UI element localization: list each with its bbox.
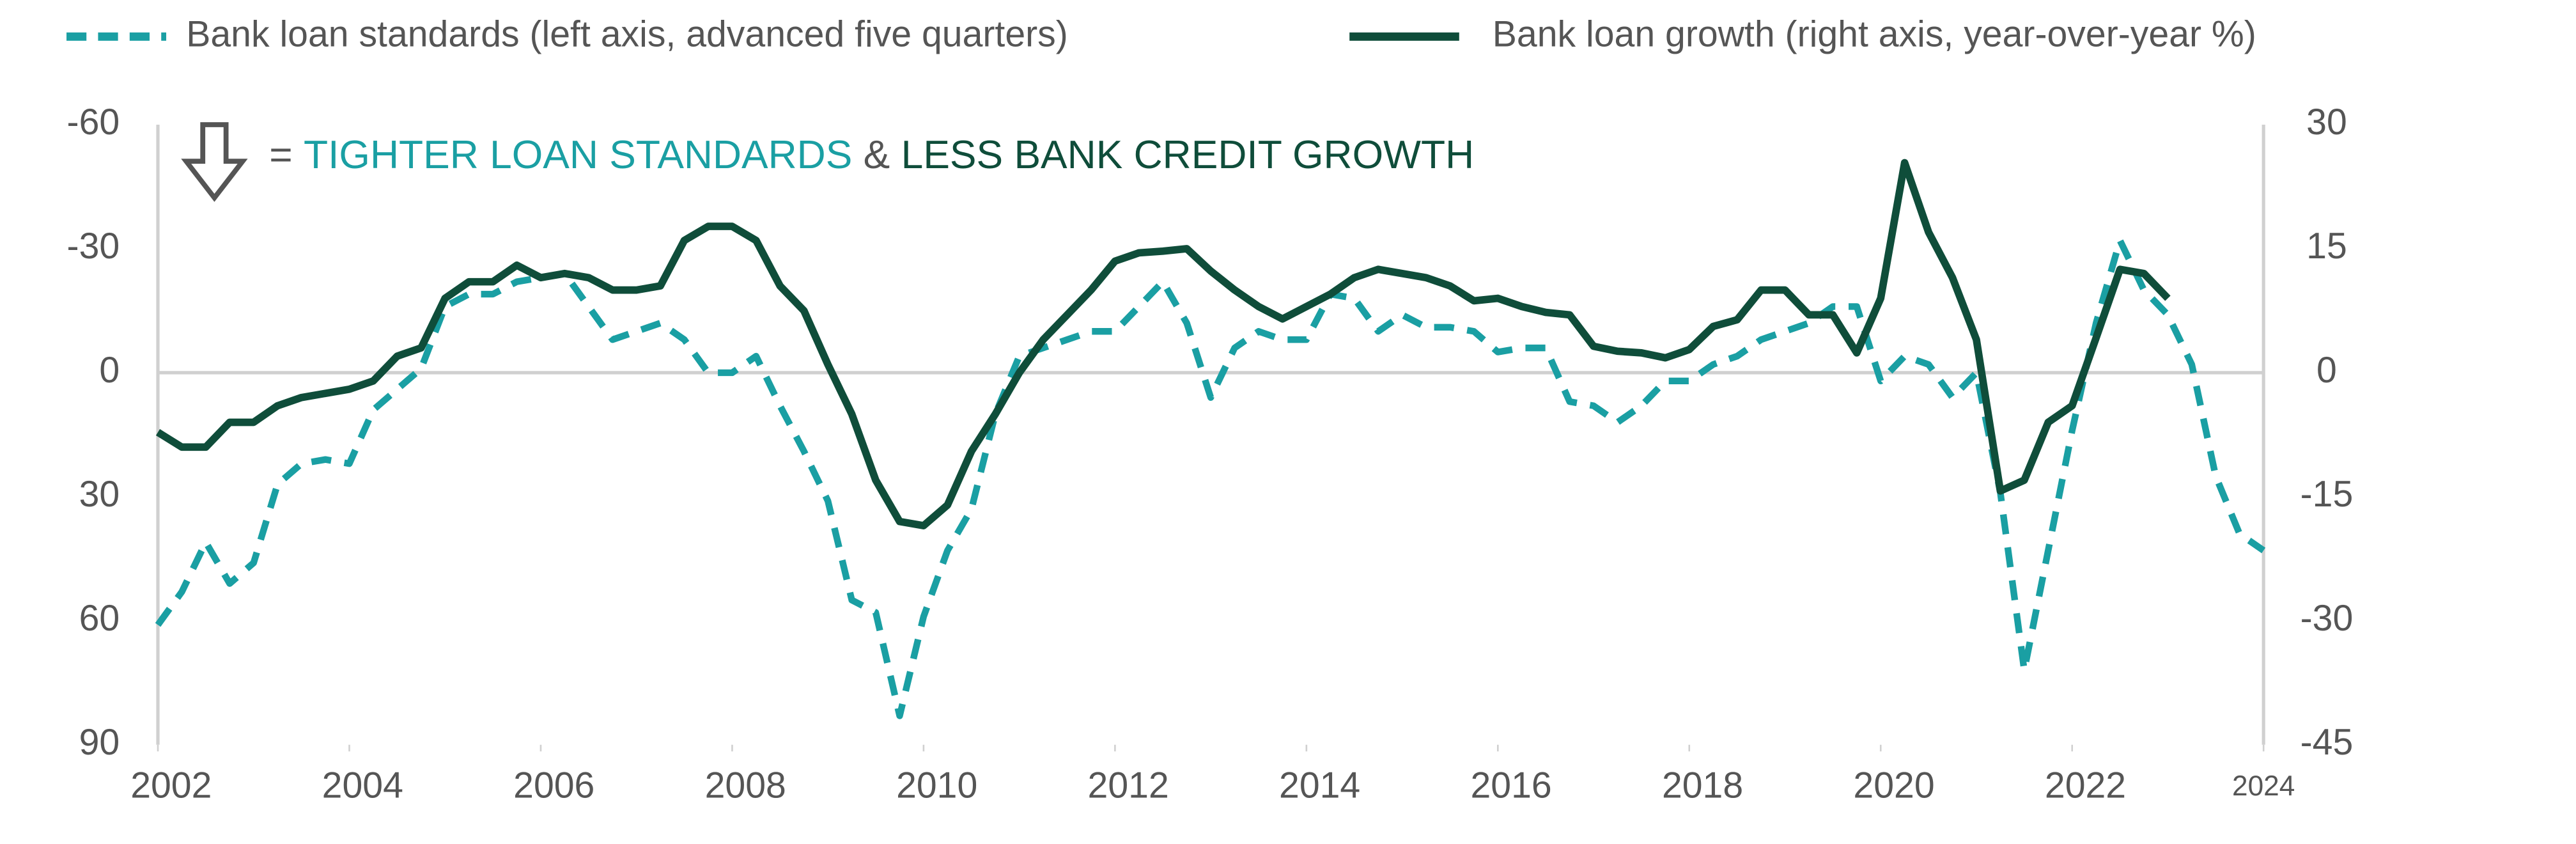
x-tick-label: 2014 bbox=[1279, 765, 1360, 806]
y-tick-label: 90 bbox=[79, 722, 120, 763]
annotation-equals: = bbox=[269, 133, 292, 177]
y-tick-label: 30 bbox=[79, 474, 120, 515]
x-tick-label: 2004 bbox=[322, 765, 403, 806]
y2-tick-label: 0 bbox=[2316, 350, 2337, 391]
series-line bbox=[155, 159, 2171, 529]
legend-label: Bank loan standards (left axis, advanced… bbox=[186, 13, 1068, 54]
x-tick-label: 2016 bbox=[1470, 765, 1551, 806]
y2-tick-label: -15 bbox=[2301, 474, 2354, 515]
x-tick-label: 2012 bbox=[1088, 765, 1169, 806]
x-tick-label: 2008 bbox=[705, 765, 786, 806]
y-tick-label: 60 bbox=[79, 598, 120, 639]
x-tick-label: 2024 bbox=[2232, 770, 2295, 802]
x-tick-label: 2010 bbox=[896, 765, 977, 806]
x-tick-label: 2018 bbox=[1662, 765, 1743, 806]
x-tick-label: 2002 bbox=[130, 765, 212, 806]
x-tick-label: 2020 bbox=[1853, 765, 1934, 806]
y2-tick-label: -30 bbox=[2301, 598, 2354, 639]
annotation-arrow bbox=[181, 122, 248, 202]
y-tick-label: 0 bbox=[99, 350, 120, 391]
annotation-growth: LESS BANK CREDIT GROWTH bbox=[901, 133, 1475, 177]
legend-label: Bank loan growth (right axis, year-over-… bbox=[1493, 13, 2256, 54]
annotation: = TIGHTER LOAN STANDARDS & LESS BANK CRE… bbox=[269, 133, 1474, 177]
y2-tick-label: 15 bbox=[2306, 226, 2347, 267]
x-tick-label: 2006 bbox=[513, 765, 594, 806]
y-tick-label: -60 bbox=[67, 102, 120, 143]
y2-tick-label: -45 bbox=[2301, 722, 2354, 763]
annotation-amp: & bbox=[864, 133, 890, 177]
y2-tick-label: 30 bbox=[2306, 102, 2347, 143]
annotation-standards: TIGHTER LOAN STANDARDS bbox=[304, 133, 852, 177]
y-tick-label: -30 bbox=[67, 226, 120, 267]
x-tick-label: 2022 bbox=[2045, 765, 2126, 806]
down-arrow bbox=[181, 122, 248, 202]
series-line bbox=[155, 237, 2266, 719]
